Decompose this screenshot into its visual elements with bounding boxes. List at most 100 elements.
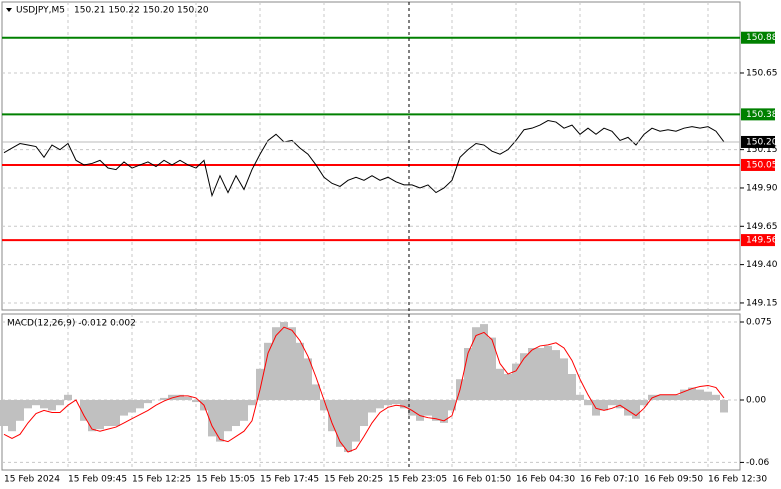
x-tick-label: 15 Feb 15:05 [196, 475, 255, 485]
histogram-bar [312, 384, 320, 401]
y-tick-label: 149.90 [746, 183, 778, 193]
histogram-bar [144, 400, 152, 404]
histogram-bar [384, 400, 392, 406]
histogram-bar [304, 358, 312, 401]
histogram-bar [424, 400, 432, 416]
histogram-bar [104, 400, 112, 427]
menu-icon[interactable] [6, 8, 12, 12]
level-label: 149.56 [746, 236, 778, 246]
y-tick-label: 0.075 [746, 318, 772, 328]
histogram-bar [408, 400, 416, 416]
histogram-bar [552, 350, 560, 401]
histogram-bar [344, 400, 352, 453]
histogram-bar [632, 400, 640, 419]
histogram-bar [376, 400, 384, 409]
level-label-box [741, 31, 775, 44]
histogram-bar [136, 400, 144, 409]
y-tick-label: 150.15 [746, 145, 778, 155]
y-tick-label: 0.00 [746, 396, 766, 406]
histogram-bar [664, 394, 672, 401]
level-label-box [741, 234, 775, 247]
price-line [3, 119, 725, 198]
histogram-bar [64, 394, 72, 401]
level-label-box [741, 108, 775, 121]
histogram-bar [336, 400, 344, 447]
level-label: 150.05 [746, 160, 778, 170]
histogram-bar [40, 400, 48, 409]
y-tick-label: 149.40 [746, 260, 778, 270]
histogram-bar [576, 394, 584, 401]
histogram-bar [480, 324, 488, 401]
histogram-bar [288, 327, 296, 401]
main-pane [1, 1, 741, 311]
histogram-bar [672, 394, 680, 401]
histogram-bar [328, 400, 336, 432]
histogram-bar [240, 400, 248, 421]
histogram-bar [440, 400, 448, 423]
last-price-label: 150.20 [746, 137, 778, 147]
histogram-bar [160, 397, 168, 401]
histogram-bar [640, 400, 648, 406]
histogram-bar [560, 358, 568, 401]
histogram-bar [192, 400, 200, 403]
histogram-bar [696, 389, 704, 401]
histogram-bar [656, 394, 664, 401]
histogram-bar [472, 327, 480, 401]
level-label-box [741, 158, 775, 171]
histogram-bar [712, 394, 720, 401]
histogram-bar [512, 363, 520, 401]
histogram-bar [688, 387, 696, 401]
histogram-bar [504, 374, 512, 401]
histogram-bar [432, 400, 440, 421]
histogram-bar [128, 400, 136, 413]
y-tick-label: 150.65 [746, 68, 778, 78]
histogram-bar [600, 400, 608, 411]
histogram-bar [216, 400, 224, 442]
histogram-bar [400, 400, 408, 409]
histogram-bar [584, 400, 592, 406]
histogram-bar [280, 322, 288, 401]
histogram-bar [544, 345, 552, 401]
histogram-bar [176, 394, 184, 401]
symbol: USDJPY,M5 [16, 6, 65, 16]
y-tick-label: 149.15 [746, 298, 778, 308]
histogram-bar [568, 374, 576, 401]
histogram-bar [296, 342, 304, 401]
x-tick-label: 16 Feb 04:30 [516, 475, 575, 485]
histogram-bar [536, 348, 544, 401]
histogram-bar [416, 400, 424, 421]
histogram-bar [360, 400, 368, 427]
histogram-bar [680, 389, 688, 401]
histogram-bar [392, 400, 400, 405]
histogram-bar [704, 391, 712, 401]
y-tick-label: -0.06 [746, 458, 770, 468]
x-tick-label: 15 Feb 2024 [4, 475, 60, 485]
histogram-bar [120, 400, 128, 416]
histogram-bar [96, 400, 104, 430]
x-tick-label: 15 Feb 12:25 [132, 475, 191, 485]
histogram-bar [56, 400, 64, 406]
histogram-bar [264, 342, 272, 401]
histogram-bar [8, 400, 16, 432]
macd-pane [1, 313, 741, 471]
histogram-bar [208, 400, 216, 437]
histogram-bar [368, 400, 376, 413]
histogram-bar [88, 400, 96, 432]
histogram-bar [32, 400, 40, 406]
level-label: 150.38 [746, 110, 778, 120]
histogram-bar [608, 400, 616, 406]
last-price-box [741, 135, 775, 148]
histogram-bar [224, 400, 232, 432]
histogram-bar [232, 400, 240, 427]
histogram-bar [488, 337, 496, 401]
plot-layer [0, 2, 740, 470]
histogram-bar [24, 400, 32, 409]
histogram-bar [464, 348, 472, 401]
histogram-bar [320, 400, 328, 411]
histogram-bar [248, 400, 256, 406]
histogram-bar [616, 400, 624, 409]
histogram-bar [48, 400, 56, 411]
histogram-bar [0, 400, 8, 427]
x-tick-label: 15 Feb 23:05 [388, 475, 447, 485]
